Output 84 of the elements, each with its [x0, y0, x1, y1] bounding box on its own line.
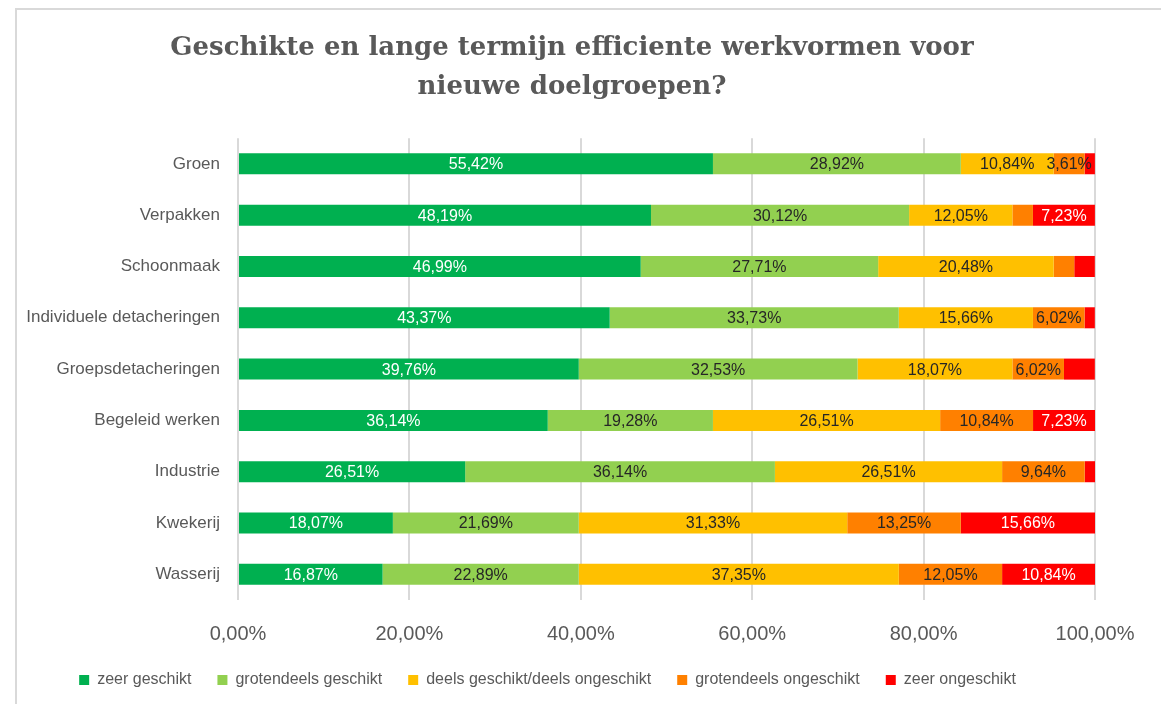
data-label: 43,37%	[397, 309, 452, 327]
data-label: 21,69%	[458, 514, 513, 532]
data-label: 32,53%	[691, 360, 746, 378]
x-tick-label: 100,00%	[1055, 621, 1135, 644]
bar	[578, 563, 899, 585]
bar	[1012, 204, 1033, 226]
bar	[578, 358, 858, 380]
data-label: 20,48%	[938, 257, 994, 275]
data-label: 37,35%	[711, 565, 766, 583]
data-label: 36,14%	[366, 411, 421, 429]
bar	[392, 512, 579, 534]
bar	[650, 204, 910, 226]
bar	[239, 153, 713, 175]
data-label: 39,76%	[381, 360, 436, 378]
legend-label: grotendeels geschikt	[235, 670, 383, 688]
data-label: 33,73%	[727, 309, 782, 327]
bar	[1074, 255, 1095, 277]
data-label: 19,28%	[603, 411, 658, 429]
bar	[878, 255, 1054, 277]
data-label: 18,07%	[288, 514, 344, 532]
x-tick-label: 60,00%	[718, 621, 787, 644]
bar	[1084, 461, 1095, 483]
data-label: 6,02%	[1015, 360, 1061, 378]
data-label: 31,33%	[685, 514, 741, 532]
bar	[1063, 358, 1095, 380]
bar	[239, 409, 548, 431]
y-tick-label: Schoonmaak	[120, 256, 221, 276]
y-tick-label: Begeleid werken	[94, 410, 220, 430]
legend-label: zeer ongeschikt	[903, 670, 1017, 688]
x-tick-label: 80,00%	[889, 621, 958, 644]
legend-label: zeer geschikt	[97, 670, 192, 688]
x-tick-label: 20,00%	[375, 621, 444, 644]
y-tick-label: Kwekerij	[155, 512, 220, 532]
data-label: 15,66%	[938, 309, 993, 327]
data-label: 10,84%	[959, 411, 1014, 429]
x-tick-label: 0,00%	[209, 621, 267, 644]
data-label: 36,14%	[592, 463, 648, 481]
bar	[640, 255, 879, 277]
bar	[382, 563, 579, 585]
bar	[609, 307, 899, 329]
bar	[712, 409, 941, 431]
y-tick-label: Individuele detacheringen	[26, 307, 220, 327]
bar	[239, 255, 641, 277]
y-tick-label: Verpakken	[139, 204, 220, 224]
data-label: 12,05%	[923, 565, 978, 583]
data-label: 9,64%	[1020, 463, 1067, 481]
bar	[239, 358, 579, 380]
data-label: 10,84%	[1021, 565, 1076, 583]
legend-label: deels geschikt/deels ongeschikt	[426, 670, 652, 688]
data-label: 7,23%	[1041, 411, 1087, 429]
data-label: 46,99%	[412, 257, 467, 275]
data-label: 6,02%	[1036, 309, 1082, 327]
data-label: 15,66%	[1000, 514, 1056, 532]
bar	[239, 461, 466, 483]
bar	[774, 461, 1003, 483]
data-label: 12,05%	[933, 206, 988, 224]
bar	[239, 307, 610, 329]
data-label: 22,89%	[453, 565, 508, 583]
y-tick-label: Wasserij	[155, 564, 220, 584]
bar	[239, 204, 651, 226]
bar	[1084, 307, 1095, 329]
data-label: 10,84%	[980, 155, 1035, 173]
data-label: 7,23%	[1041, 206, 1087, 224]
data-label: 27,71%	[732, 257, 787, 275]
data-label: 55,42%	[448, 155, 504, 173]
data-label: 18,07%	[907, 360, 963, 378]
bar	[712, 153, 961, 175]
y-tick-label: Industrie	[154, 461, 220, 481]
data-label: 13,25%	[876, 514, 932, 532]
data-label: 30,12%	[752, 206, 808, 224]
chart-title: Geschikte en lange termijn efficiente werkvormen voor nieuwe doelgroepen?	[169, 30, 975, 102]
data-label: 26,51%	[799, 411, 854, 429]
x-tick-label: 40,00%	[546, 621, 615, 644]
y-tick-label: Groepsdetacheringen	[56, 358, 220, 378]
data-label: 26,51%	[324, 463, 380, 481]
data-label: 26,51%	[861, 463, 916, 481]
data-label: 16,87%	[283, 565, 338, 583]
bar	[578, 512, 848, 534]
data-label: 48,19%	[417, 206, 473, 224]
bar	[1053, 255, 1075, 277]
y-tick-label: Groen	[172, 153, 220, 173]
data-label: 28,92%	[809, 155, 864, 173]
legend-label: grotendeels ongeschikt	[695, 670, 861, 688]
bar	[465, 461, 775, 483]
